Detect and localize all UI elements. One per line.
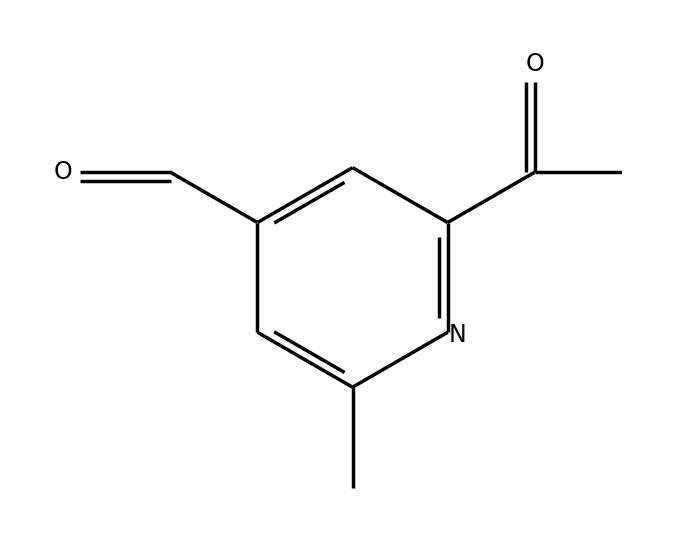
Text: N: N bbox=[448, 323, 466, 347]
Text: O: O bbox=[53, 160, 72, 184]
Text: O: O bbox=[525, 53, 544, 77]
